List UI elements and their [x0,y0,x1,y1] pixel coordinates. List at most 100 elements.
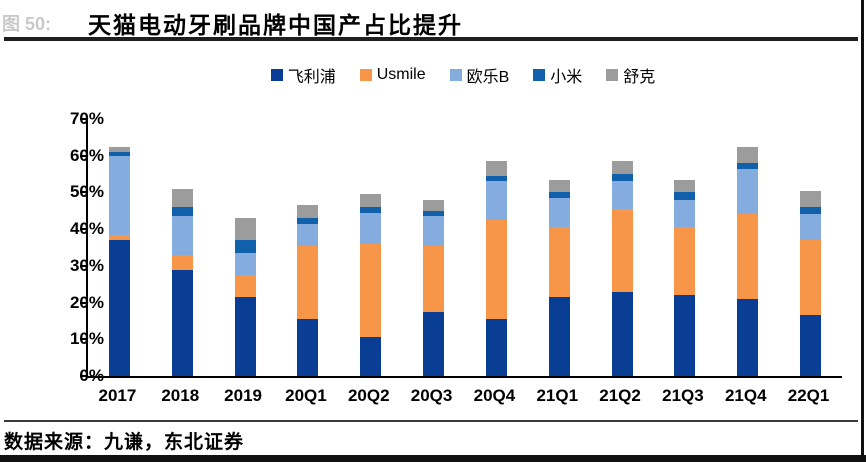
figure-number-label: 图 50: [2,14,52,34]
bar-segment-欧乐B [737,168,759,215]
bar-segment-舒克 [423,199,445,211]
x-axis-tick-label: 20Q1 [285,386,327,405]
legend-swatch-icon [606,69,619,81]
bar-segment-舒克 [297,205,319,219]
bar-segment-欧乐B [360,212,382,244]
x-axis-tick-label: 20Q4 [473,386,516,405]
bar-segment-欧乐B [423,216,445,246]
title-divider-rule [4,37,858,41]
bar-segment-欧乐B [548,197,570,228]
right-border-line [861,0,864,462]
bar-segment-舒克 [485,161,507,176]
bar-segment-飞利浦 [297,319,319,376]
bar-segment-舒克 [171,188,193,208]
x-axis-tick-label: 21Q2 [599,386,641,405]
legend-label: 小米 [550,69,583,86]
y-axis-tick-label: 10% [69,329,104,349]
bar-segment-欧乐B [297,223,319,246]
y-axis-tick-mark [80,228,86,231]
y-axis-tick-label: 70% [69,109,104,128]
legend-swatch-icon [270,69,283,81]
legend-label: 欧乐B [466,69,510,86]
x-axis-tick-label: 21Q4 [724,386,767,405]
plot-area [86,119,842,378]
x-axis-tick-label: 20Q2 [347,386,390,405]
bar-segment-欧乐B [485,181,507,220]
bar-segment-飞利浦 [485,319,507,376]
bar-segment-欧乐B [234,253,256,276]
bar-segment-Usmile [611,208,633,292]
bar-segment-舒克 [674,179,696,193]
bar-column-20Q1 [297,205,319,376]
bar-segment-舒克 [800,190,822,208]
y-axis-tick-mark [80,338,86,341]
bar-segment-飞利浦 [360,337,382,376]
legend-item-舒克: 舒克 [606,63,655,87]
legend-swatch-icon [359,69,372,81]
legend-swatch-icon [533,69,546,81]
y-axis-tick-mark [80,375,86,377]
bar-column-22Q1 [800,190,822,376]
bar-segment-小米 [234,240,256,254]
legend-item-Usmile: Usmile [359,63,426,87]
bar-segment-Usmile [234,275,256,298]
bar-segment-飞利浦 [674,295,696,376]
bar-segment-欧乐B [674,199,696,228]
bar-segment-舒克 [234,218,256,241]
x-axis-tick-label: 22Q1 [787,386,830,405]
bar-segment-小米 [800,207,822,215]
x-axis-tick-label: 20Q3 [410,386,453,405]
bar-segment-小米 [297,218,319,224]
x-axis-tick-label: 2019 [224,386,262,405]
chart-legend: 飞利浦 Usmile 欧乐B 小米 舒克 [86,63,840,87]
bar-segment-舒克 [737,146,759,164]
bar-segment-Usmile [737,214,759,299]
bar-segment-小米 [108,152,130,156]
bar-segment-飞利浦 [800,315,822,376]
legend-swatch-icon [449,69,462,81]
bar-segment-舒克 [360,194,382,208]
bar-column-2019 [234,218,256,376]
legend-label: Usmile [376,66,426,83]
bar-column-20Q2 [360,194,382,376]
y-axis-tick-label: 30% [69,255,104,275]
data-source-note: 数据来源：九谦，东北证券 [4,432,245,453]
bar-column-20Q3 [423,199,445,376]
x-axis-tick-label: 2017 [98,386,137,405]
y-axis-tick-label: 60% [69,145,104,165]
bar-segment-飞利浦 [548,297,570,376]
bar-segment-Usmile [360,243,382,338]
legend-item-小米: 小米 [533,63,582,87]
y-axis-tick-mark [80,118,86,120]
bar-segment-飞利浦 [234,297,256,376]
bar-segment-飞利浦 [737,298,759,376]
bar-segment-Usmile [423,245,445,312]
bar-segment-欧乐B [171,216,193,255]
x-axis-tick-label: 21Q1 [536,386,579,405]
bar-segment-Usmile [171,254,193,270]
bar-segment-飞利浦 [171,269,193,376]
bar-segment-飞利浦 [611,291,633,376]
bar-column-20Q4 [485,161,507,376]
bar-segment-Usmile [800,240,822,316]
bar-segment-Usmile [548,227,570,298]
legend-label: 飞利浦 [287,69,336,86]
bar-segment-欧乐B [800,214,822,241]
y-axis-tick-mark [80,191,86,194]
bar-segment-舒克 [108,146,130,153]
y-axis-tick-label: 50% [69,182,104,202]
bar-segment-小米 [423,210,445,217]
legend-item-欧乐B: 欧乐B [449,63,510,87]
bar-segment-小米 [737,163,759,169]
y-axis-tick-mark [80,264,86,267]
x-axis-tick-label: 21Q3 [662,386,704,405]
bar-segment-舒克 [548,179,570,193]
y-axis-tick-label: 0% [79,366,104,385]
bar-column-2018 [171,188,193,376]
bar-segment-小米 [485,175,507,182]
bar-segment-欧乐B [108,155,130,235]
bar-segment-Usmile [297,245,319,320]
bar-segment-舒克 [611,161,633,175]
x-axis-tick-label: 2018 [161,386,200,405]
bar-segment-Usmile [108,234,130,241]
